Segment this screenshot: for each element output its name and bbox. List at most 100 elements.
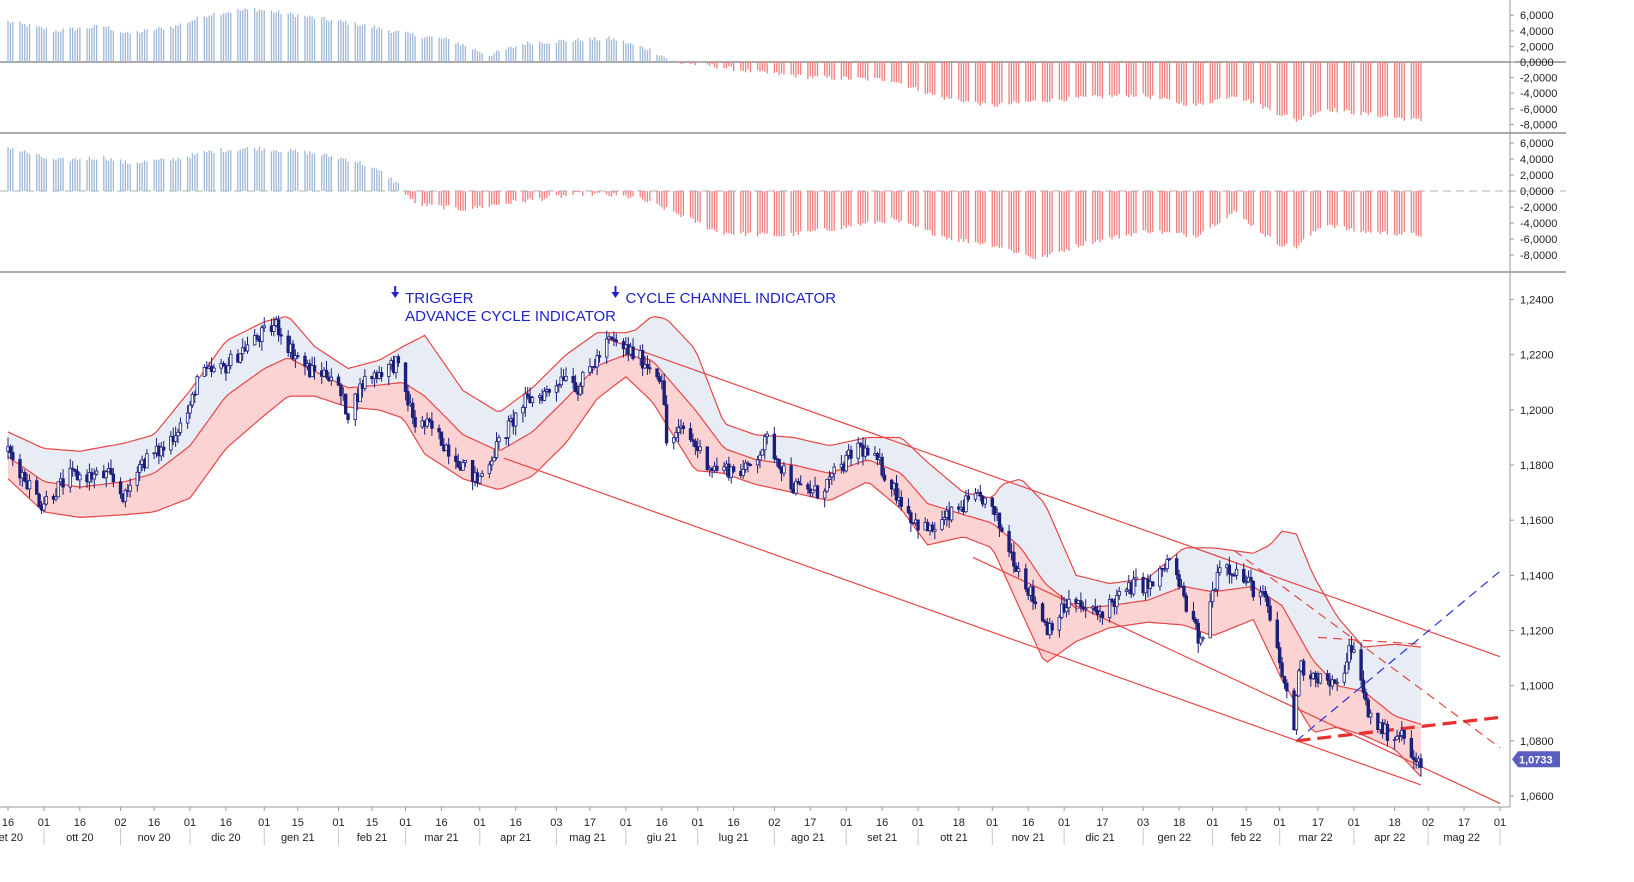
candle-body <box>487 464 492 474</box>
candle-body <box>1282 675 1287 684</box>
candle-body <box>159 446 163 457</box>
candle-body <box>169 436 173 451</box>
candle-body <box>691 439 695 442</box>
candle-body <box>92 473 96 480</box>
candle-body <box>655 368 659 378</box>
candle-body <box>614 339 618 342</box>
price-tick-label: 1,1600 <box>1520 515 1554 527</box>
day-tick-label: 01 <box>840 817 852 829</box>
candle-body <box>676 427 681 434</box>
indicator-tick-label: 6,0000 <box>1520 138 1554 150</box>
candle-body <box>425 418 429 427</box>
candle-body <box>530 397 535 403</box>
candle-body <box>411 402 415 418</box>
candle-body <box>557 384 561 387</box>
candle-body <box>1263 591 1268 598</box>
day-tick-label: 01 <box>1494 817 1506 829</box>
day-tick-label: 01 <box>1348 817 1360 829</box>
candle-body <box>1251 580 1256 598</box>
candle-body <box>806 484 810 490</box>
price-tick-label: 1,0600 <box>1520 791 1554 803</box>
advance-cycle-indicator-panel: 6,0000 4,0000 2,0000 0,0000 -2,0000 -4,0000 -6… <box>0 0 1566 134</box>
month-label: apr 21 <box>500 832 531 844</box>
candle-body <box>1000 527 1004 532</box>
candle-body <box>1191 610 1196 620</box>
candle-body <box>1258 591 1263 598</box>
candle-body <box>1043 620 1047 624</box>
candle-body <box>595 355 599 368</box>
candle-body <box>1174 558 1179 576</box>
candle-body <box>1131 578 1136 595</box>
day-tick-label: 03 <box>1137 817 1149 829</box>
candle-body <box>190 393 195 406</box>
candle-body <box>698 446 702 451</box>
candle-body <box>394 356 398 373</box>
candle-body <box>688 428 693 441</box>
candle-body <box>964 495 968 513</box>
candle-body <box>1409 737 1414 758</box>
month-label: ott 20 <box>66 832 94 844</box>
candle-body <box>291 343 295 360</box>
price-tick-label: 1,2200 <box>1520 350 1554 362</box>
candle-body <box>1227 564 1232 575</box>
candle-body <box>1100 611 1105 619</box>
day-tick-label: 16 <box>656 817 668 829</box>
day-tick-label: 01 <box>258 817 270 829</box>
candle-body <box>1210 589 1215 603</box>
candle-body <box>1361 679 1366 694</box>
candle-body <box>973 492 978 500</box>
candle-body <box>1277 647 1282 664</box>
candle-body <box>573 382 578 393</box>
candle-body <box>880 456 884 476</box>
month-label: dic 21 <box>1085 832 1114 844</box>
candle-body <box>11 452 15 460</box>
candle-body <box>138 464 142 473</box>
candle-body <box>906 506 911 514</box>
candle-body <box>514 412 518 427</box>
candle-body <box>748 464 753 466</box>
candle-body <box>664 404 669 444</box>
candle-body <box>118 481 123 495</box>
candle-body <box>588 366 592 373</box>
candle-body <box>1016 568 1021 572</box>
candle-body <box>882 474 887 481</box>
candle-body <box>1124 589 1129 592</box>
candle-body <box>35 480 39 495</box>
candle-body <box>1012 551 1016 567</box>
candle-body <box>1107 599 1112 619</box>
candle-body <box>1285 682 1289 692</box>
candle-body <box>597 355 602 358</box>
candle-body <box>109 468 113 475</box>
price-tick-label: 1,2400 <box>1520 295 1554 307</box>
day-tick-label: 01 <box>184 817 196 829</box>
day-tick-label: 01 <box>474 817 486 829</box>
indicator-tick-label: 4,0000 <box>1520 154 1554 166</box>
candle-body <box>1376 712 1380 730</box>
candle-body <box>446 444 451 457</box>
candle-body <box>844 454 848 472</box>
candle-body <box>173 435 178 442</box>
indicator-tick-label: 2,0000 <box>1520 170 1554 182</box>
candle-body <box>827 476 832 480</box>
candle-body <box>640 350 645 369</box>
cycle-channel-indicator-panel: 6,0000 4,0000 2,0000 0,0000 -2,0000 -4,0000 -6… <box>0 133 1566 273</box>
trendline <box>972 556 1501 804</box>
day-tick-label: 16 <box>2 817 14 829</box>
candle-body <box>1196 622 1200 644</box>
day-tick-label: 02 <box>1422 817 1434 829</box>
day-tick-label: 01 <box>1058 817 1070 829</box>
trendline <box>608 338 1501 658</box>
annotation-arrow-head <box>391 292 400 298</box>
candle-body <box>262 325 266 329</box>
candle-body <box>942 517 947 520</box>
candle-body <box>765 433 769 438</box>
candle-body <box>1083 607 1088 610</box>
month-label: giu 21 <box>647 832 677 844</box>
day-tick-label: 16 <box>728 817 740 829</box>
month-label: ott 21 <box>940 832 968 844</box>
candle-body <box>346 413 350 420</box>
candle-body <box>815 485 820 499</box>
candle-body <box>1163 568 1167 571</box>
candle-body <box>1368 712 1373 718</box>
candle-body <box>1359 649 1363 681</box>
